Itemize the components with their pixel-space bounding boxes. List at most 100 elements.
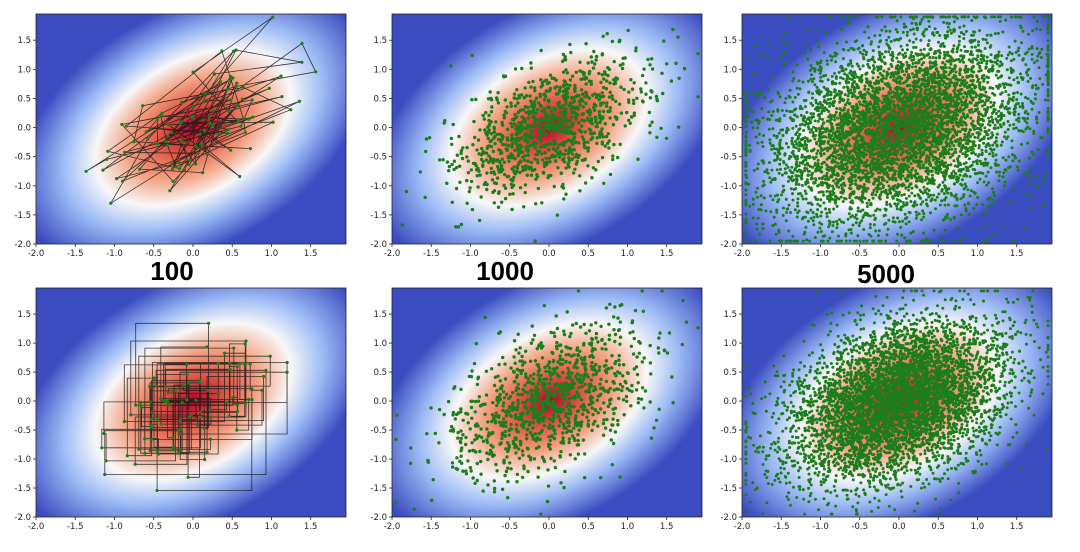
sample-point (811, 80, 814, 83)
sample-point (750, 121, 753, 124)
sample-point (606, 142, 609, 145)
sample-point (550, 155, 553, 158)
sample-point (633, 81, 636, 84)
sample-point (573, 168, 576, 171)
sample-point (579, 78, 582, 81)
sample-point (845, 130, 848, 133)
sample-point (906, 160, 909, 163)
sample-point (537, 131, 540, 134)
sample-point (543, 165, 546, 168)
sample-point (952, 144, 955, 147)
sample-point (841, 131, 844, 134)
sample-point (510, 208, 513, 211)
sample-point (519, 150, 522, 153)
sample-point (605, 87, 608, 90)
sample-point (949, 145, 952, 148)
sample-point (898, 199, 901, 202)
sample-point (813, 138, 816, 141)
sample-point (896, 133, 899, 136)
sample-point (577, 107, 580, 110)
sample-point (526, 160, 529, 163)
sample-point (978, 153, 981, 156)
sample-point (625, 111, 628, 114)
sample-point (584, 42, 587, 45)
sample-point (810, 112, 813, 115)
sample-point (561, 60, 564, 63)
sample-point (544, 161, 547, 164)
sample-point (930, 111, 933, 114)
sample-point (817, 45, 820, 48)
sample-point (1012, 187, 1015, 190)
sample-point (511, 179, 514, 182)
sample-point (577, 141, 580, 144)
sample-point (879, 72, 882, 75)
sample-point (919, 49, 922, 52)
sample-point (812, 77, 815, 80)
sample-point (779, 56, 782, 59)
sample-point (547, 98, 550, 101)
sample-point (907, 189, 910, 192)
sample-point (943, 198, 946, 201)
sample-point (632, 102, 635, 105)
sample-point (1027, 80, 1030, 83)
sample-point (271, 16, 274, 19)
sample-point (931, 197, 934, 200)
sample-point (956, 130, 959, 133)
sample-point (856, 63, 859, 66)
sample-point (540, 201, 543, 204)
sample-point (971, 133, 974, 136)
sample-point (530, 130, 533, 133)
sample-point (562, 90, 565, 93)
sample-point (835, 226, 838, 229)
sample-point (945, 189, 948, 192)
sample-point (546, 89, 549, 92)
sample-point (909, 29, 912, 32)
sample-point (900, 15, 903, 18)
sample-point (525, 111, 528, 114)
sample-point (861, 44, 864, 47)
sample-point (943, 192, 946, 195)
sample-point (562, 129, 565, 132)
sample-point (586, 95, 589, 98)
sample-point (1017, 169, 1020, 172)
sample-point (882, 87, 885, 90)
sample-point (760, 54, 763, 57)
sample-point (803, 99, 806, 102)
sample-point (771, 127, 774, 130)
sample-point (648, 124, 651, 127)
sample-point (858, 224, 861, 227)
sample-point (875, 129, 878, 132)
sample-point (963, 33, 966, 36)
sample-point (1012, 123, 1015, 126)
sample-point (1010, 59, 1013, 62)
sample-point (602, 135, 605, 138)
sample-point (989, 44, 992, 47)
sample-point (630, 115, 633, 118)
sample-point (870, 40, 873, 43)
sample-point (798, 183, 801, 186)
sample-point (912, 62, 915, 65)
sample-point (983, 15, 986, 18)
sample-point (838, 71, 841, 74)
sample-point (786, 208, 789, 211)
sample-point (208, 122, 211, 125)
sample-point (190, 116, 193, 119)
sample-point (779, 37, 782, 40)
sample-point (981, 149, 984, 152)
sample-point (903, 23, 906, 26)
sample-point (649, 96, 652, 99)
sample-point (485, 133, 488, 136)
sample-point (612, 143, 615, 146)
sample-point (991, 118, 994, 121)
sample-point (805, 192, 808, 195)
sample-point (648, 131, 651, 134)
sample-point (1028, 193, 1031, 196)
sample-point (884, 50, 887, 53)
sample-point (987, 129, 990, 132)
sample-point (573, 132, 576, 135)
sample-point (170, 131, 173, 134)
sample-point (586, 141, 589, 144)
x-tick-label: -2.0 (28, 249, 45, 259)
sample-point (530, 161, 533, 164)
sample-point (983, 240, 986, 243)
